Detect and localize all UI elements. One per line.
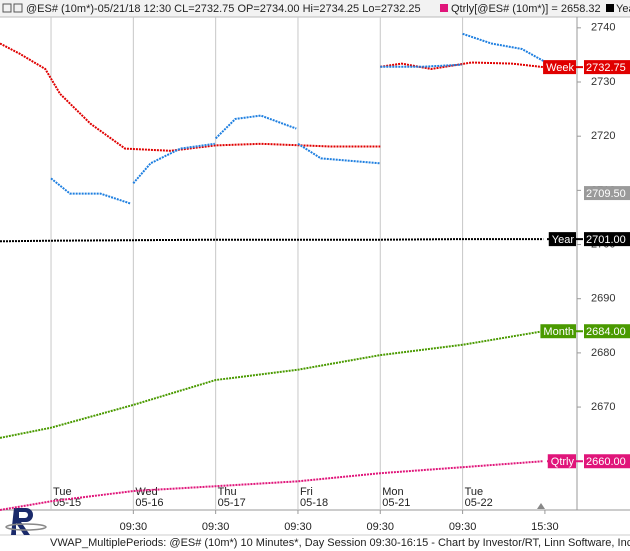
series-line — [132, 142, 215, 184]
series-name-label: Year — [552, 234, 575, 246]
y-tick-label: 2680 — [591, 347, 615, 359]
day-weekday: Tue — [53, 486, 72, 498]
checkbox[interactable] — [13, 3, 23, 13]
series-line — [50, 177, 131, 205]
series-name-box — [548, 232, 576, 247]
y-tick-label: 2740 — [591, 22, 615, 34]
day-date: 05-18 — [300, 497, 328, 509]
y-tick-label: 2690 — [591, 293, 615, 305]
day-weekday: Fri — [300, 486, 313, 498]
day-date: 05-16 — [135, 497, 163, 509]
y-tick-label: 2670 — [591, 401, 615, 413]
price-label: 2709.50 — [586, 188, 626, 200]
x-tick-label: 09:30 — [202, 521, 230, 533]
y-tick-label: 2720 — [591, 130, 615, 142]
legend-swatch — [440, 4, 448, 12]
y-tick-label: 2730 — [591, 76, 615, 88]
day-date: 05-17 — [218, 497, 246, 509]
series-line — [214, 114, 297, 140]
x-tick-label: 09:30 — [449, 521, 477, 533]
last-value-label: 2660.00 — [586, 456, 626, 468]
last-value-box — [584, 324, 630, 339]
last-value-box — [584, 454, 630, 469]
series-name-box — [540, 324, 576, 339]
day-weekday: Tue — [465, 486, 484, 498]
last-value-label: 2701.00 — [586, 234, 626, 246]
series-name-box — [543, 60, 576, 75]
x-tick-label: 09:30 — [120, 521, 148, 533]
header-year: Yea — [616, 3, 630, 15]
series-line — [0, 330, 544, 439]
header-quote: @ES# (10m*)-05/21/18 12:30 CL=2732.75 OP… — [26, 3, 421, 15]
checkbox[interactable] — [2, 3, 12, 13]
day-date: 05-21 — [382, 497, 410, 509]
series-line — [0, 460, 544, 511]
series-line — [297, 142, 380, 165]
series-name-box — [547, 454, 576, 469]
series-name-label: Week — [546, 62, 574, 74]
x-tick-label: 09:30 — [367, 521, 395, 533]
x-tick-label: 15:30 — [531, 521, 559, 533]
series-line — [462, 32, 544, 62]
header-qtrly: Qtrly[@ES# (10m*)] = 2658.32 — [451, 3, 601, 15]
series-line — [0, 238, 544, 243]
day-weekday: Thu — [218, 486, 237, 498]
x-tick-label: 09:30 — [284, 521, 312, 533]
series-line — [380, 63, 462, 68]
footer-text: VWAP_MultiplePeriods: @ES# (10m*) 10 Min… — [50, 537, 630, 549]
scroll-marker[interactable] — [537, 503, 545, 509]
series-line — [380, 61, 544, 71]
series-line — [0, 42, 381, 152]
legend-swatch — [606, 4, 614, 12]
last-value-label: 2684.00 — [586, 326, 626, 338]
header-bar — [0, 0, 630, 17]
last-value-box — [584, 60, 630, 75]
day-date: 05-15 — [53, 497, 81, 509]
last-value-label: 2732.75 — [586, 62, 626, 74]
logo — [5, 508, 47, 535]
price-box — [584, 186, 630, 201]
day-date: 05-22 — [465, 497, 493, 509]
last-value-box — [584, 232, 630, 247]
day-weekday: Mon — [382, 486, 403, 498]
series-name-label: Month — [543, 326, 574, 338]
series-name-label: Qtrly — [551, 456, 575, 468]
